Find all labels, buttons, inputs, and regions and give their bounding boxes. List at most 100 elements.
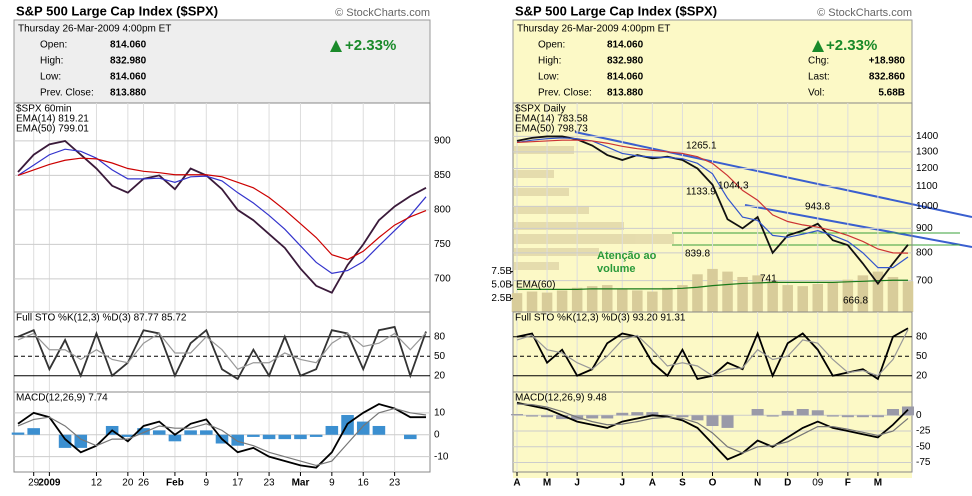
quote-label: Chg: (808, 56, 829, 67)
x-tick-label: 9 (204, 478, 210, 489)
histogram-bar (676, 415, 689, 418)
volume-tick-label: 2.5B (491, 293, 512, 304)
price-annotation: 1044.3 (718, 181, 749, 192)
y-tick-label: 20 (916, 370, 928, 381)
volume-bar (601, 285, 613, 312)
histogram-bar (586, 415, 599, 419)
panel-title: MACD(12,26,9) 7.74 (16, 393, 108, 404)
y-tick-label: 50 (916, 351, 928, 362)
y-tick-label: -50 (916, 441, 931, 452)
y-tick-label: -75 (916, 457, 931, 468)
histogram-bar (526, 415, 539, 417)
y-tick-label: 80 (916, 331, 928, 342)
quote-label: Open: (40, 40, 67, 51)
series-line (17, 325, 427, 381)
vbp-bar (514, 170, 554, 178)
quote-label: Prev. Close: (40, 88, 94, 99)
quote-value: 832.860 (869, 72, 906, 83)
quote-value: 814.060 (607, 40, 644, 51)
trend-line (744, 204, 972, 248)
quote-value: +18.980 (869, 56, 906, 67)
x-tick-label: 23 (264, 478, 276, 489)
series-line (516, 403, 909, 454)
volume-bar (842, 279, 854, 312)
histogram-bar (356, 421, 370, 435)
series-line (17, 403, 426, 469)
y-tick-label: 1200 (916, 163, 939, 174)
panel-title: Full STO %K(12,3) %D(3) 93.20 91.31 (515, 313, 686, 324)
date: Thursday 26-Mar-2009 4:00pm ET (517, 24, 670, 35)
x-tick-label: Mar (292, 478, 310, 489)
histogram-bar (510, 414, 524, 416)
quote-label: High: (40, 56, 63, 67)
histogram-bar (856, 415, 869, 418)
chart-title: S&P 500 Large Cap Index ($SPX) (515, 3, 717, 18)
y-tick-label: 700 (916, 275, 933, 286)
vbp-bar (514, 262, 559, 270)
x-tick-label: 17 (232, 478, 244, 489)
histogram-bar (121, 434, 135, 437)
histogram-bar (168, 434, 182, 442)
change: +2.33% (345, 37, 396, 54)
x-tick-label: M (874, 478, 882, 489)
x-tick-label: O (709, 478, 717, 489)
y-tick-label: 900 (434, 136, 451, 147)
histogram-bar (27, 428, 40, 435)
quote-value: 832.980 (110, 56, 147, 67)
y-tick-label: 1100 (916, 181, 938, 192)
histogram-bar (247, 434, 260, 437)
up-arrow (812, 40, 824, 52)
volume-tick-label: 5.0B (491, 280, 512, 291)
x-tick-label: 09 (812, 478, 824, 489)
panel-frame (13, 391, 431, 473)
series-line (516, 401, 909, 461)
volume-bar (571, 287, 583, 312)
vbp-bar (514, 146, 574, 154)
quote-label: Low: (40, 72, 61, 83)
x-tick-label: 26 (138, 478, 150, 489)
quote-value: 814.060 (110, 72, 147, 83)
volume-bar (541, 292, 553, 312)
vbp-bar (514, 188, 569, 196)
price-annotation: 839.8 (685, 249, 710, 260)
legend-entry: EMA(14) 819.21 (16, 114, 89, 125)
volume-bar (767, 280, 778, 312)
volume-by-price (514, 146, 674, 270)
histogram-bar (278, 434, 292, 440)
x-tick-label: 29 (28, 478, 40, 489)
panel-title: MACD(12,26,9) 9.48 (515, 393, 607, 404)
histogram-bar (556, 415, 569, 420)
series-line (17, 148, 427, 275)
histogram-bar (796, 409, 809, 416)
histogram-bar (826, 415, 839, 417)
histogram-bar (781, 410, 794, 416)
price-annotation: 1133.9 (686, 187, 716, 198)
chart-title: S&P 500 Large Cap Index ($SPX) (16, 3, 218, 18)
x-tick-label: A (513, 478, 520, 489)
histogram-bar (871, 415, 884, 418)
x-tick-label: 23 (389, 478, 401, 489)
series-line (17, 407, 427, 467)
x-tick-label: F (845, 478, 851, 489)
trend-line (574, 131, 972, 218)
volume-bar (797, 286, 808, 312)
quote-label: High: (538, 56, 561, 67)
y-tick-label: 800 (916, 247, 933, 258)
price-annotation: 741 (760, 274, 777, 285)
volume-bar (887, 276, 899, 312)
volume-bar (647, 291, 658, 312)
histogram-bar (325, 425, 339, 435)
volume-tick-label: 7.5B (491, 266, 512, 277)
volume-bar (857, 275, 869, 312)
up-arrow (330, 40, 342, 52)
volume-bar (586, 286, 598, 312)
volume-bar (752, 275, 763, 312)
note: volume (597, 263, 636, 275)
volume-ema-label: EMA(60) (516, 280, 555, 291)
x-tick-label: J (574, 478, 580, 489)
panel-title: $SPX 60min (16, 104, 72, 115)
panel-title: Full STO %K(12,3) %D(3) 87.77 85.72 (16, 313, 187, 324)
y-tick-label: 80 (434, 331, 446, 342)
left-info-box (14, 20, 430, 103)
histogram-bar (58, 434, 72, 448)
